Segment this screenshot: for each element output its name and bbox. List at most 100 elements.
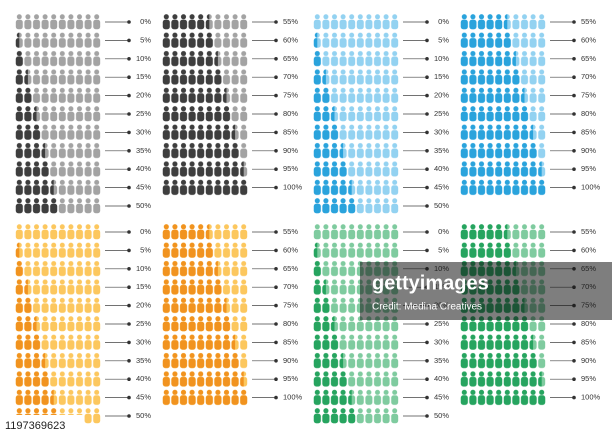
pictogram-row: 45%: [15, 179, 151, 196]
icons-background: [313, 242, 399, 259]
icons-filled: [15, 352, 46, 369]
percent-label: 100%: [581, 393, 601, 402]
leader-dot: [127, 322, 131, 326]
image-id: 1197369623: [5, 420, 65, 432]
percent-label: 10%: [136, 264, 151, 273]
leader-dot: [572, 112, 576, 116]
pictogram-row: 70%: [162, 69, 298, 86]
pictogram-row: 90%: [460, 352, 596, 369]
icons-filled: [15, 260, 24, 277]
leader-dot: [572, 395, 576, 400]
icons-filled: [313, 50, 322, 67]
pictogram-row: 45%: [15, 389, 151, 406]
pictogram-row: 30%: [15, 124, 151, 141]
icons-filled: [162, 124, 236, 141]
percent-label: 35%: [136, 146, 151, 155]
icons-filled: [460, 371, 542, 388]
pictogram-row: 50%: [15, 198, 151, 214]
leader-dot: [425, 322, 429, 326]
leader-dot: [274, 112, 278, 116]
icons-filled: [15, 198, 58, 214]
pictogram-row: 10%: [15, 50, 151, 67]
panel: 0% 5% 10% 15% 20% 25% 30% 35% 40% 45% 50% 55% 60% 65%…: [313, 14, 601, 214]
leader-dot: [127, 93, 131, 98]
leader-dot: [274, 38, 278, 43]
pictogram-row: 15%: [15, 279, 151, 296]
percent-label: 55%: [581, 227, 596, 236]
leader-dot: [127, 267, 131, 271]
percent-label: 80%: [283, 319, 298, 328]
percent-label: 20%: [434, 91, 449, 100]
percent-label: 55%: [283, 17, 298, 26]
pictogram-row: 65%: [162, 50, 298, 67]
leader-dot: [274, 167, 278, 171]
pictogram-row: 65%: [162, 260, 298, 277]
leader-dot: [572, 75, 576, 79]
icons-background: [15, 69, 101, 86]
icons-filled: [15, 32, 20, 49]
icons-filled: [313, 142, 344, 159]
pictogram-row: 55%: [460, 224, 596, 240]
icons-filled: [313, 260, 322, 277]
leader-dot: [127, 167, 131, 171]
pictogram-row: 5%: [313, 242, 449, 259]
pictogram-row: 75%: [460, 87, 596, 104]
icons-filled: [460, 224, 508, 240]
leader-dot: [127, 340, 131, 345]
percent-label: 80%: [581, 109, 596, 118]
percent-label: 35%: [434, 146, 449, 155]
pictogram-row: 65%: [460, 50, 596, 67]
icons-filled: [15, 69, 28, 86]
leader-dot: [425, 20, 429, 24]
percent-label: 5%: [438, 35, 449, 44]
leader-dot: [572, 93, 576, 98]
percent-label: 25%: [136, 109, 151, 118]
icons-background: [313, 224, 399, 240]
icons-background: [15, 297, 101, 314]
pictogram-row: 25%: [15, 316, 151, 332]
pictogram-row: 0%: [313, 224, 449, 240]
leader-dot: [127, 75, 131, 79]
icons-filled: [460, 179, 546, 196]
icons-background: [313, 32, 399, 49]
leader-dot: [274, 130, 278, 135]
icons-filled: [15, 297, 33, 314]
pictogram-row: 95%: [460, 371, 596, 388]
percent-label: 35%: [136, 356, 151, 365]
percent-label: 45%: [434, 183, 449, 192]
leader-dot: [274, 377, 278, 381]
leader-dot: [572, 20, 576, 24]
icons-filled: [162, 161, 244, 178]
percent-label: 90%: [581, 356, 596, 365]
icons-background: [15, 14, 101, 30]
pictogram-row: 95%: [162, 161, 298, 178]
pictogram-row: 75%: [162, 297, 298, 314]
icons-filled: [15, 316, 37, 332]
leader-dot: [425, 230, 429, 234]
percent-label: 100%: [581, 183, 601, 192]
leader-dot: [127, 303, 131, 308]
percent-label: 65%: [283, 264, 298, 273]
percent-label: 95%: [581, 164, 596, 173]
percent-label: 20%: [136, 301, 151, 310]
watermark-credit: Credit: Medina Creatives: [372, 302, 482, 313]
percent-label: 40%: [136, 374, 151, 383]
pictogram-row: 100%: [460, 389, 601, 406]
leader-dot: [127, 230, 131, 234]
percent-label: 70%: [283, 282, 298, 291]
icons-background: [313, 69, 399, 86]
icons-filled: [162, 371, 244, 388]
icons-filled: [313, 279, 326, 296]
leader-dot: [274, 303, 278, 308]
leader-dot: [572, 359, 576, 363]
icons-filled: [162, 316, 231, 332]
icons-filled: [162, 142, 240, 159]
leader-dot: [127, 248, 131, 253]
icons-filled: [313, 198, 356, 214]
pictogram-row: 85%: [162, 124, 298, 141]
percent-label: 95%: [581, 374, 596, 383]
percent-label: 5%: [140, 245, 151, 254]
pictogram-row: 40%: [15, 161, 151, 178]
percent-label: 40%: [434, 374, 449, 383]
percent-label: 30%: [136, 337, 151, 346]
